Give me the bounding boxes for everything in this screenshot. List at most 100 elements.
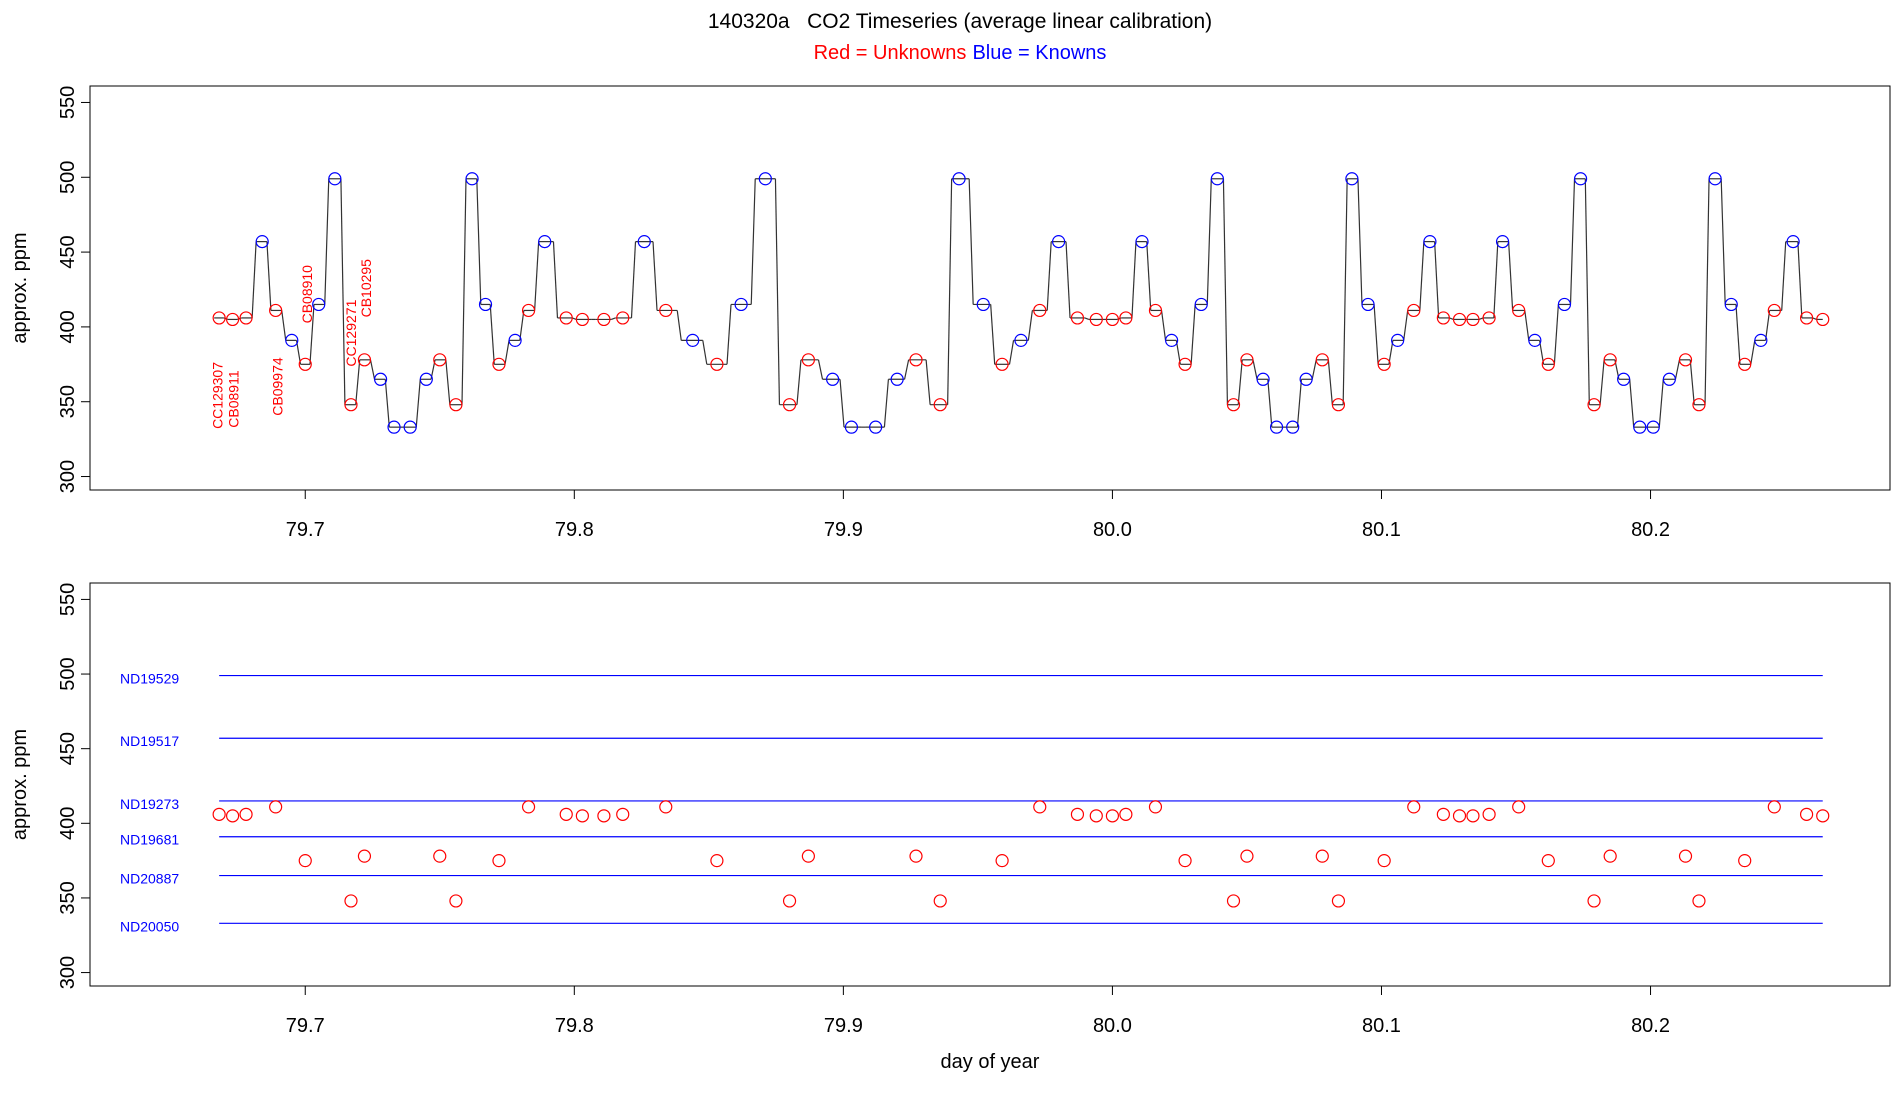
trace-step: [1084, 317, 1090, 320]
trace-step: [1131, 241, 1137, 318]
trace-step: [1674, 359, 1681, 380]
trace-step: [1252, 359, 1258, 380]
x-tick-label: 80.2: [1631, 1015, 1670, 1037]
marker: [616, 807, 630, 821]
marker: [1361, 297, 1375, 312]
y-tick-label: 350: [57, 881, 79, 914]
marker: [1210, 172, 1224, 186]
marker: [1816, 809, 1830, 823]
marker: [538, 235, 552, 249]
trace-step: [340, 178, 346, 405]
marker: [1816, 312, 1830, 327]
trace-step: [1175, 340, 1181, 365]
y-tick-label: 350: [57, 385, 79, 418]
marker: [637, 235, 651, 249]
marker: [952, 172, 966, 186]
trace-step: [1629, 379, 1635, 428]
chart-subtitle: Red = Unknowns Blue = Knowns: [814, 42, 1107, 64]
x-tick-label: 80.0: [1093, 1015, 1132, 1037]
marker: [1603, 849, 1617, 863]
marker: [1052, 235, 1066, 249]
marker: [1662, 372, 1676, 386]
marker: [559, 807, 573, 821]
x-tick-label: 79.8: [555, 1015, 594, 1037]
trace-step: [1206, 178, 1212, 305]
marker: [1240, 849, 1254, 863]
marker: [1407, 800, 1421, 814]
x-tick-label: 80.1: [1362, 519, 1401, 541]
y-tick-label: 300: [57, 460, 79, 493]
marker: [597, 809, 611, 823]
trace-step: [676, 310, 682, 341]
marker: [1194, 297, 1208, 312]
marker: [1377, 357, 1391, 371]
marker: [433, 353, 447, 367]
y-axis-label: approx. ppm: [9, 232, 31, 343]
marker: [1799, 311, 1814, 325]
marker: [1033, 800, 1047, 814]
marker: [1786, 235, 1800, 249]
marker: [269, 800, 283, 814]
marker: [433, 849, 447, 863]
marker: [1436, 807, 1450, 821]
trace-step: [223, 317, 229, 320]
marker: [1315, 849, 1329, 863]
marker: [298, 854, 312, 868]
sample-label: CC129271: [343, 299, 359, 366]
marker: [758, 172, 772, 186]
trace-step: [1434, 241, 1440, 318]
y-tick-label: 550: [57, 86, 79, 119]
trace-step: [1478, 317, 1484, 320]
trace-step: [1493, 241, 1499, 318]
x-tick-label: 79.9: [824, 519, 863, 541]
marker: [344, 398, 358, 412]
marker: [1148, 800, 1163, 814]
trace-step: [1553, 304, 1559, 365]
sample-label: CB10295: [358, 259, 374, 318]
marker: [1738, 357, 1752, 371]
y-tick-label: 300: [57, 956, 79, 989]
marker: [1135, 235, 1149, 249]
trace-step: [839, 379, 845, 428]
x-tick-label: 79.9: [824, 1015, 863, 1037]
marker: [1678, 849, 1693, 863]
trace-step: [774, 178, 781, 405]
marker: [1541, 357, 1555, 371]
trace-step: [1704, 178, 1710, 405]
y-tick-label: 450: [57, 235, 79, 268]
marker: [1014, 333, 1028, 347]
marker: [1587, 398, 1601, 412]
marker: [616, 311, 630, 325]
marker: [1226, 894, 1241, 908]
trace-step: [1812, 317, 1817, 320]
reference-label: ND19529: [120, 671, 179, 687]
marker: [995, 357, 1009, 371]
marker: [1528, 333, 1542, 347]
marker: [212, 807, 226, 821]
marker: [933, 398, 947, 412]
chart-title: 140320a CO2 Timeseries (average linear c…: [708, 10, 1212, 33]
trace-step: [611, 317, 616, 320]
y-tick-label: 450: [57, 732, 79, 765]
trace-step: [1797, 241, 1803, 318]
trace-step: [1237, 359, 1243, 405]
trace-step: [369, 359, 376, 380]
marker: [285, 333, 299, 347]
marker: [1541, 854, 1555, 868]
marker: [239, 311, 253, 325]
marker: [1391, 333, 1405, 347]
marker: [1678, 353, 1693, 367]
trace-step: [1065, 241, 1071, 318]
trace-step: [796, 359, 802, 405]
trace-step: [324, 178, 330, 305]
marker: [1708, 172, 1722, 186]
trace-step: [1599, 359, 1605, 405]
marker: [1299, 372, 1313, 386]
trace-step: [309, 304, 315, 365]
marker: [344, 894, 358, 908]
trace-step: [519, 310, 525, 341]
marker: [869, 420, 883, 434]
trace-step: [1008, 340, 1015, 365]
y-axis-label: approx. ppm: [9, 729, 31, 840]
